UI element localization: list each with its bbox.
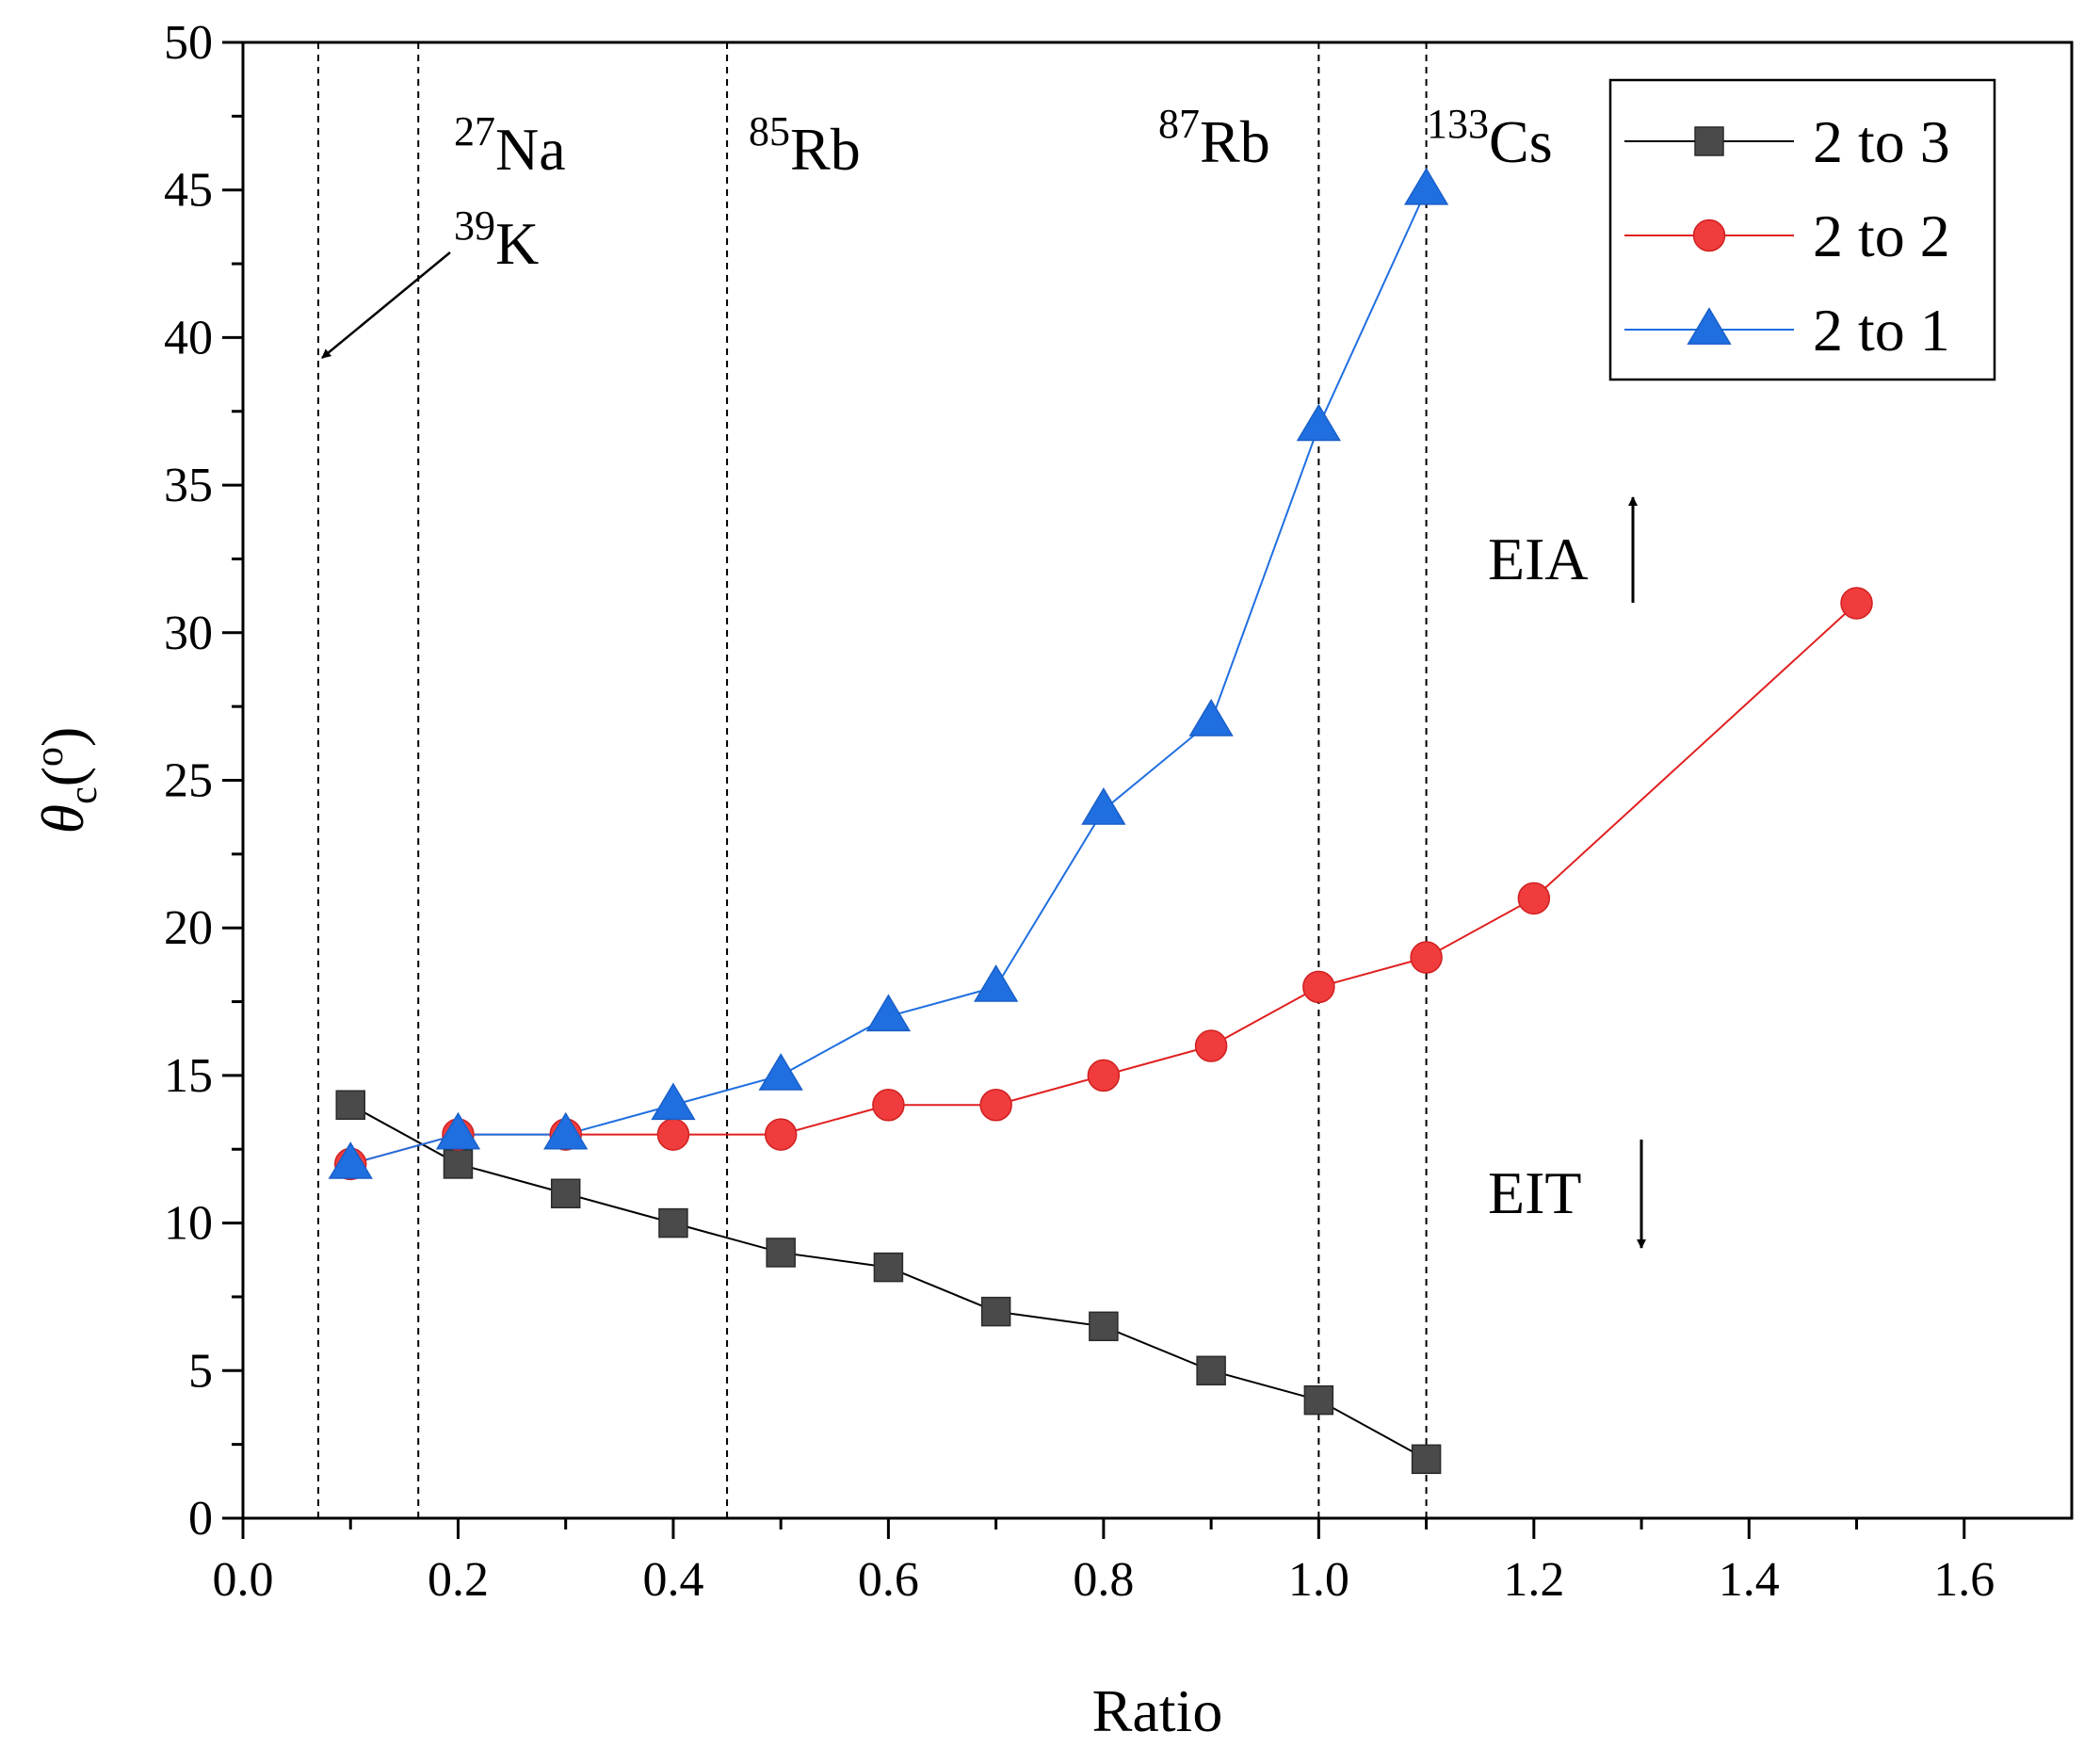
legend-label: 2 to 3 — [1813, 108, 1950, 175]
y-axis-label: θc(o) — [28, 727, 105, 834]
data-point-s3-3 — [543, 1111, 589, 1150]
series-markers — [328, 167, 1873, 1475]
legend-marker-2 — [1692, 218, 1726, 252]
data-point-s2-10 — [1302, 970, 1335, 1004]
text-labels: 0.0 0.2 0.4 0.6 0.8 1.0 1.2 1.4 1.6 0 5 10 15 20 25 30 3… — [28, 16, 1995, 1744]
y-tick-label: 40 — [164, 311, 213, 364]
data-point-s3-10 — [1296, 403, 1341, 442]
data-point-s1-1 — [335, 1090, 365, 1120]
data-point-s1-3 — [550, 1178, 581, 1209]
data-point-s1-8 — [1089, 1311, 1119, 1342]
element-label-rb85: 85Rb — [749, 108, 861, 183]
x-tick-label: 1.0 — [1288, 1553, 1349, 1607]
element-label-k39: 39K — [454, 202, 539, 277]
data-point-s3-4 — [651, 1082, 696, 1121]
data-point-s2-13 — [1840, 587, 1873, 620]
element-label-rb87: 87Rb — [1158, 101, 1270, 175]
y-tick-label: 30 — [164, 607, 213, 660]
y-tick-label: 10 — [164, 1197, 213, 1251]
data-point-s3-2 — [435, 1111, 481, 1150]
data-point-s1-7 — [980, 1296, 1011, 1327]
data-point-s2-11 — [1410, 941, 1443, 974]
legend-label: 2 to 1 — [1813, 297, 1950, 364]
y-tick-label: 25 — [164, 754, 213, 808]
annotation-eia: EIA — [1488, 526, 1589, 592]
data-point-s3-5 — [758, 1053, 803, 1091]
data-point-s1-5 — [766, 1238, 796, 1268]
x-axis-label: Ratio — [1092, 1677, 1223, 1743]
x-tick-label: 0.2 — [428, 1553, 489, 1607]
data-point-s2-6 — [872, 1088, 905, 1122]
data-point-s2-7 — [979, 1088, 1012, 1122]
axes — [222, 40, 2074, 1539]
data-point-s2-12 — [1517, 882, 1551, 915]
y-tick-label: 20 — [164, 901, 213, 955]
legend-marker-3 — [1687, 307, 1732, 345]
annotation-eit: EIT — [1488, 1159, 1582, 1226]
data-point-s3-7 — [974, 964, 1019, 1002]
x-tick-label: 0.8 — [1073, 1553, 1134, 1607]
data-point-s3-8 — [1081, 787, 1126, 825]
y-tick-label: 15 — [164, 1049, 213, 1103]
x-tick-label: 1.4 — [1719, 1553, 1780, 1607]
reference-lines — [316, 42, 1428, 1518]
legend-label: 2 to 2 — [1813, 202, 1950, 269]
x-tick-label: 1.2 — [1503, 1553, 1564, 1607]
data-point-s1-9 — [1196, 1355, 1226, 1386]
y-tick-label: 50 — [164, 16, 213, 70]
element-label-cs133: 133Cs — [1427, 101, 1553, 175]
x-tick-label: 0.6 — [858, 1553, 919, 1607]
data-point-s2-4 — [656, 1118, 690, 1151]
y-tick-label: 0 — [188, 1492, 213, 1546]
y-tick-label: 45 — [164, 164, 213, 218]
data-point-s1-10 — [1303, 1384, 1334, 1416]
data-point-s3-11 — [1403, 167, 1449, 205]
data-point-s1-11 — [1411, 1444, 1442, 1475]
data-point-s3-1 — [328, 1141, 373, 1179]
legend-marker-1 — [1694, 126, 1724, 156]
x-tick-label: 1.6 — [1933, 1553, 1995, 1607]
y-tick-label: 5 — [188, 1344, 213, 1398]
data-point-s2-9 — [1194, 1029, 1228, 1062]
data-point-s2-8 — [1087, 1059, 1121, 1092]
data-point-s3-9 — [1188, 699, 1234, 736]
element-label-na27: 27Na — [454, 108, 566, 183]
k-pointer-arrow — [321, 251, 451, 359]
x-tick-label: 0.0 — [213, 1553, 274, 1607]
data-point-s3-6 — [865, 994, 912, 1032]
data-point-s1-6 — [873, 1252, 904, 1283]
x-tick-label: 0.4 — [642, 1553, 703, 1607]
data-point-s1-4 — [658, 1207, 688, 1238]
data-point-s2-5 — [764, 1118, 798, 1151]
y-tick-label: 35 — [164, 459, 213, 512]
data-point-s1-2 — [443, 1149, 474, 1179]
legend: 2 to 3 2 to 2 2 to 1 — [1608, 78, 1996, 381]
